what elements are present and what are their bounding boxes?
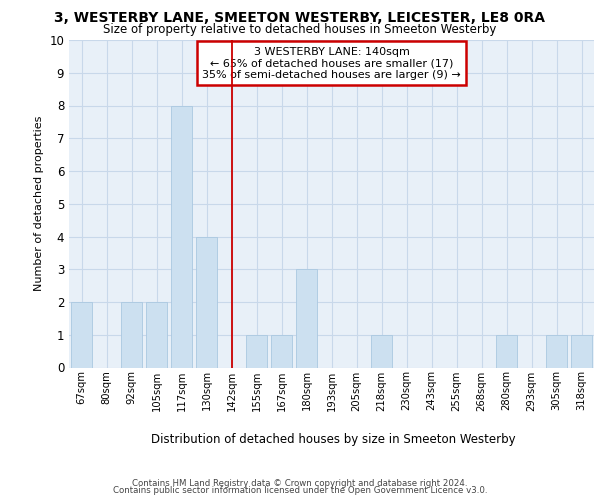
Bar (171, 106, 192, 368)
Y-axis label: Number of detached properties: Number of detached properties (34, 116, 44, 292)
Bar (546, 335, 567, 368)
Text: Size of property relative to detached houses in Smeeton Westerby: Size of property relative to detached ho… (103, 22, 497, 36)
Bar (571, 335, 592, 368)
Text: 3 WESTERBY LANE: 140sqm
← 65% of detached houses are smaller (17)
35% of semi-de: 3 WESTERBY LANE: 140sqm ← 65% of detache… (202, 46, 461, 80)
Bar (496, 335, 517, 368)
Bar (121, 302, 142, 368)
Text: Distribution of detached houses by size in Smeeton Westerby: Distribution of detached houses by size … (151, 432, 515, 446)
Bar (246, 335, 267, 368)
Text: 3, WESTERBY LANE, SMEETON WESTERBY, LEICESTER, LE8 0RA: 3, WESTERBY LANE, SMEETON WESTERBY, LEIC… (55, 11, 545, 25)
Bar (146, 302, 167, 368)
Text: Contains HM Land Registry data © Crown copyright and database right 2024.: Contains HM Land Registry data © Crown c… (132, 478, 468, 488)
Bar (196, 236, 217, 368)
Bar (71, 302, 92, 368)
Bar (296, 269, 317, 368)
Text: Contains public sector information licensed under the Open Government Licence v3: Contains public sector information licen… (113, 486, 487, 495)
Bar (271, 335, 292, 368)
Bar (371, 335, 392, 368)
